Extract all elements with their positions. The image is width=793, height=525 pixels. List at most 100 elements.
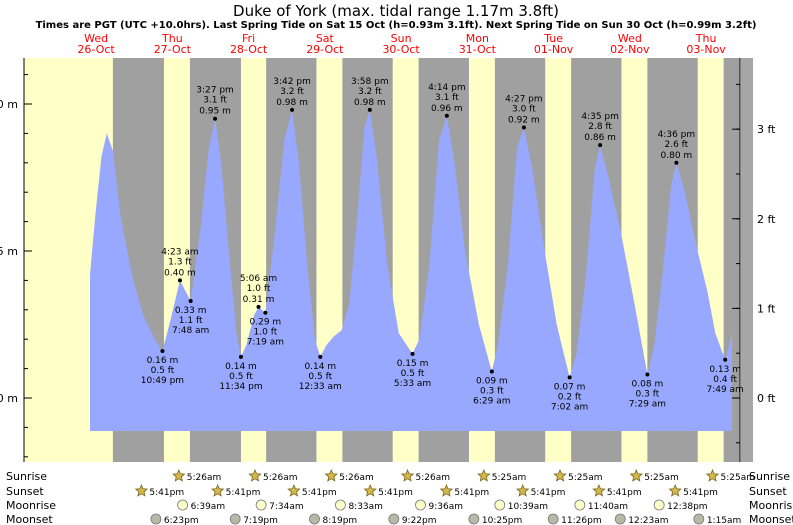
high-tide-time-label: 4:27 pm: [505, 95, 543, 105]
day-date-label: 01-Nov: [534, 43, 574, 56]
low-tide-height-label: 0.14 m: [304, 362, 336, 372]
low-tide-feet-label: 1.0 ft: [254, 328, 278, 338]
moonset-moon-icon: [150, 513, 162, 525]
low-tide-feet-label: 0.5 ft: [229, 372, 253, 382]
moonrise-time-label: 9:36am: [429, 502, 464, 512]
moonrise-row-label-right: Moonrise: [749, 499, 793, 512]
tide-extreme-point: [598, 143, 603, 148]
day-name-label: Wed: [84, 32, 108, 45]
day-name-label: Thu: [695, 32, 717, 45]
sunrise-row-label-right: Sunrise: [749, 470, 790, 483]
high-tide-height-label: 0.31 m: [243, 295, 275, 305]
moonrise-time-label: 8:33am: [348, 502, 383, 512]
moonrise-time-label: 7:34am: [269, 502, 304, 512]
moonrise-row-label: Moonrise: [6, 499, 56, 512]
sunrise-star-icon: [172, 468, 186, 482]
tide-extreme-point: [723, 357, 728, 362]
high-tide-time-label: 4:36 pm: [658, 130, 696, 140]
sunset-star-icon: [211, 483, 225, 497]
high-tide-feet-label: 2.6 ft: [665, 140, 689, 150]
moonrise-time-label: 10:39am: [508, 502, 548, 512]
day-date-label: 29-Oct: [306, 43, 344, 56]
chart-subtitle: Times are PGT (UTC +10.0hrs). Last Sprin…: [36, 20, 757, 31]
moonrise-moon-icon: [494, 499, 506, 511]
tide-area: [90, 109, 732, 432]
high-tide-height-label: 0.95 m: [199, 107, 231, 117]
right-tick-label: 3 ft: [757, 123, 776, 136]
low-tide-time-label: 7:02 am: [551, 402, 588, 412]
day-date-label: 28-Oct: [230, 43, 268, 56]
sunset-time-label: 5:41pm: [149, 488, 184, 498]
low-tide-feet-label: 0.5 ft: [401, 369, 425, 379]
day-name-label: Fri: [242, 32, 255, 45]
sunset-time-label: 5:41pm: [454, 488, 489, 498]
low-tide-height-label: 0.09 m: [476, 377, 508, 387]
low-tide-time-label: 5:33 am: [394, 379, 431, 389]
sunset-time-label: 5:41pm: [531, 488, 566, 498]
sunrise-star-icon: [629, 468, 643, 482]
tide-extreme-point: [238, 354, 243, 359]
low-tide-height-label: 0.33 m: [175, 306, 207, 316]
tide-extreme-point: [367, 107, 372, 112]
sunrise-row-label: Sunrise: [6, 470, 47, 483]
tide-extreme-point: [263, 310, 268, 315]
moonset-moon-icon: [309, 513, 320, 525]
high-tide-height-label: 0.86 m: [584, 133, 616, 143]
sunset-star-icon: [516, 483, 530, 497]
day-name-label: Tue: [543, 32, 563, 45]
sunset-star-icon: [592, 483, 606, 497]
moonset-row-label: Moonset: [6, 513, 53, 525]
sunrise-star-icon: [553, 468, 567, 482]
sunset-star-icon: [668, 483, 682, 497]
moonset-time-label: 10:25pm: [482, 516, 522, 525]
low-tide-feet-label: 0.4 ft: [713, 375, 737, 385]
moonrise-moon-icon: [574, 499, 586, 511]
tide-extreme-point: [290, 107, 295, 112]
day-name-label: Sun: [391, 32, 412, 45]
sunset-time-label: 5:41pm: [226, 488, 261, 498]
low-tide-time-label: 7:29 am: [629, 399, 666, 409]
sunrise-time-label: 5:25am: [568, 473, 603, 483]
high-tide-height-label: 0.98 m: [276, 98, 308, 108]
sunset-star-icon: [439, 483, 454, 497]
tide-extreme-point: [444, 113, 449, 118]
tide-extreme-point: [674, 160, 679, 165]
tide-extreme-point: [318, 354, 323, 359]
low-tide-time-label: 7:49 am: [706, 385, 743, 395]
low-tide-feet-label: 0.3 ft: [636, 389, 660, 399]
sunrise-star-icon: [324, 468, 338, 482]
tide-extreme-point: [567, 375, 572, 380]
moonset-moon-icon: [388, 513, 400, 525]
sunrise-time-label: 5:26am: [187, 473, 222, 483]
day-date-label: 27-Oct: [154, 43, 192, 56]
sunrise-star-icon: [477, 468, 491, 482]
tide-extreme-point: [410, 351, 415, 356]
left-tick-label: 1.0 m: [0, 98, 18, 111]
tide-extreme-point: [256, 304, 261, 309]
sunset-time-label: 5:41pm: [607, 488, 642, 498]
moonset-time-label: 7:19pm: [243, 516, 278, 525]
sunrise-time-label: 5:26am: [263, 473, 298, 483]
low-tide-time-label: 6:29 am: [473, 397, 510, 407]
moonrise-moon-icon: [415, 499, 426, 511]
tide-extreme-point: [521, 125, 526, 130]
day-date-label: 31-Oct: [459, 43, 497, 56]
sunset-row-label: Sunset: [6, 485, 44, 498]
moonset-moon-icon: [614, 513, 626, 525]
sunrise-star-icon: [400, 468, 415, 482]
moonset-time-label: 12:23am: [628, 516, 668, 525]
low-tide-height-label: 0.13 m: [709, 365, 741, 375]
low-tide-feet-label: 0.5 ft: [151, 366, 175, 376]
sunrise-time-label: 5:25am: [492, 473, 526, 483]
high-tide-height-label: 0.80 m: [661, 151, 693, 161]
day-date-label: 03-Nov: [686, 43, 726, 56]
sunset-time-label: 5:41pm: [302, 488, 337, 498]
high-tide-time-label: 3:42 pm: [273, 77, 311, 87]
sunset-time-label: 5:41pm: [378, 488, 413, 498]
high-tide-feet-label: 1.3 ft: [168, 257, 192, 267]
moonset-moon-icon: [547, 513, 559, 525]
sunrise-time-label: 5:25am: [644, 473, 679, 483]
moonset-row-label-right: Moonset: [749, 513, 793, 525]
